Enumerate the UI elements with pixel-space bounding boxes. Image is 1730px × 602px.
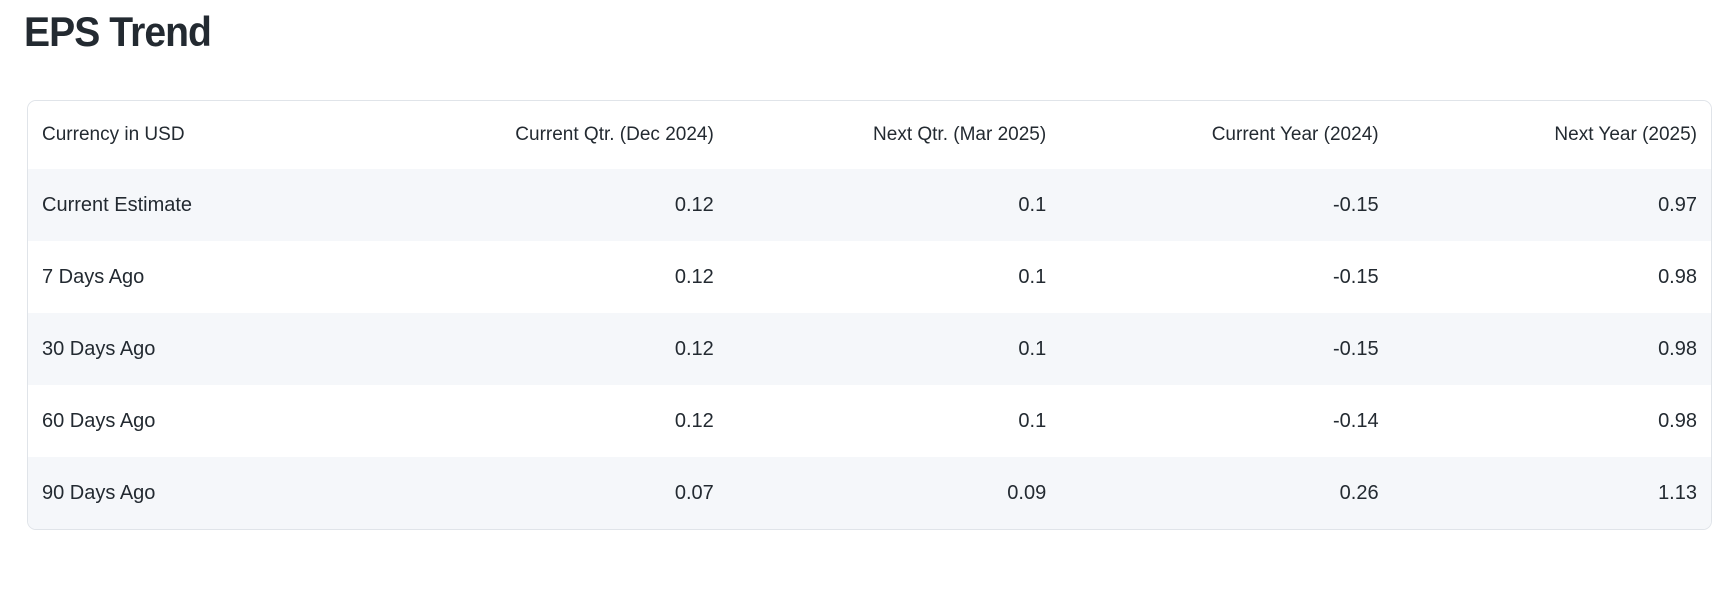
table-header-row: Currency in USD Current Qtr. (Dec 2024) … <box>28 101 1711 169</box>
column-header-current-qtr: Current Qtr. (Dec 2024) <box>381 101 714 169</box>
cell-value: 0.12 <box>674 193 714 216</box>
cell-value: 0.98 <box>1658 265 1697 288</box>
page-title: EPS Trend <box>24 8 212 55</box>
cell-value: 0.97 <box>1658 193 1697 216</box>
row-label: 7 Days Ago <box>42 265 145 288</box>
table-row: 90 Days Ago 0.07 0.09 0.26 1.13 <box>28 457 1711 529</box>
column-header-next-qtr: Next Qtr. (Mar 2025) <box>713 101 1047 169</box>
cell-value: 0.26 <box>1339 481 1379 504</box>
cell-value: 0.1 <box>1018 193 1047 216</box>
table-body: Current Estimate 0.12 0.1 -0.15 0.97 7 Days A… <box>28 169 1711 529</box>
table-row: 30 Days Ago 0.12 0.1 -0.15 0.98 <box>28 313 1711 385</box>
cell-value: 0.98 <box>1658 409 1697 432</box>
cell-value: -0.14 <box>1333 409 1379 432</box>
row-label: 60 Days Ago <box>42 409 156 432</box>
table-row: 7 Days Ago 0.12 0.1 -0.15 0.98 <box>28 241 1711 313</box>
cell-value: 0.12 <box>674 337 714 360</box>
table-row: Current Estimate 0.12 0.1 -0.15 0.97 <box>28 169 1711 241</box>
cell-value: 0.12 <box>674 265 714 288</box>
eps-trend-table-card: Currency in USD Current Qtr. (Dec 2024) … <box>27 100 1712 530</box>
cell-value: 0.09 <box>1007 481 1047 504</box>
cell-value: 0.1 <box>1018 337 1047 360</box>
cell-value: 0.98 <box>1658 337 1697 360</box>
cell-value: -0.15 <box>1333 265 1379 288</box>
column-header-next-year: Next Year (2025) <box>1378 101 1711 169</box>
cell-value: 0.1 <box>1018 409 1047 432</box>
column-header-current-year: Current Year (2024) <box>1046 101 1379 169</box>
table-row: 60 Days Ago 0.12 0.1 -0.14 0.98 <box>28 385 1711 457</box>
cell-value: 0.12 <box>674 409 714 432</box>
cell-value: 0.07 <box>674 481 714 504</box>
cell-value: 0.1 <box>1018 265 1047 288</box>
row-label: 30 Days Ago <box>42 337 156 360</box>
cell-value: -0.15 <box>1333 193 1379 216</box>
column-header-currency: Currency in USD <box>28 101 382 169</box>
row-label: 90 Days Ago <box>42 481 156 504</box>
eps-trend-table: Currency in USD Current Qtr. (Dec 2024) … <box>28 101 1711 529</box>
cell-value: 1.13 <box>1658 481 1697 504</box>
row-label: Current Estimate <box>42 193 193 216</box>
cell-value: -0.15 <box>1333 337 1379 360</box>
